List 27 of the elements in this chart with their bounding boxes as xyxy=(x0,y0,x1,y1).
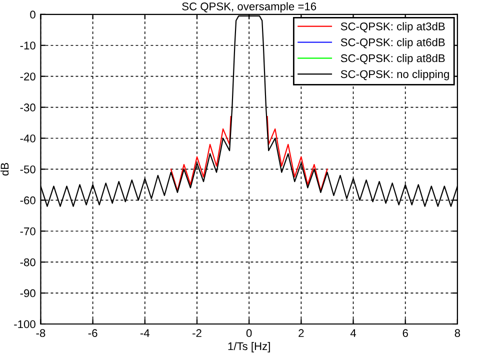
legend-label: SC-QPSK: no clipping xyxy=(340,70,449,80)
y-tick-label: -80 xyxy=(20,258,36,266)
chart-title: SC QPSK, oversample =16 xyxy=(182,2,316,13)
y-tick-label: -90 xyxy=(20,289,36,298)
y-axis-title: dB xyxy=(0,162,9,176)
x-tick-label: 0 xyxy=(246,329,252,338)
x-tick-label: 6 xyxy=(402,329,408,338)
y-tick-label: -60 xyxy=(20,196,36,204)
y-tick-label: -10 xyxy=(20,42,36,50)
x-tick-label: -6 xyxy=(88,329,98,338)
y-tick-label: -30 xyxy=(20,104,36,112)
y-tick-label: 0 xyxy=(30,10,36,19)
legend-label: SC-QPSK: clip at6dB xyxy=(340,38,445,48)
y-tick-label: -40 xyxy=(20,134,36,142)
x-tick-label: 2 xyxy=(298,329,304,337)
x-tick-label: -2 xyxy=(192,329,202,337)
x-tick-label: 4 xyxy=(350,329,356,337)
x-tick-label: -4 xyxy=(140,329,150,337)
x-tick-label: -8 xyxy=(36,329,46,338)
y-tick-label: -20 xyxy=(20,72,36,80)
y-tick-label: -70 xyxy=(20,227,36,236)
legend-label: SC-QPSK: clip at8dB xyxy=(340,54,445,64)
x-axis-title: 1/Ts [Hz] xyxy=(228,342,270,352)
y-tick-label: -50 xyxy=(20,165,36,174)
x-tick-label: 8 xyxy=(454,329,460,338)
legend-label: SC-QPSK: clip at3dB xyxy=(340,22,445,33)
y-tick-label: -100 xyxy=(14,320,36,328)
